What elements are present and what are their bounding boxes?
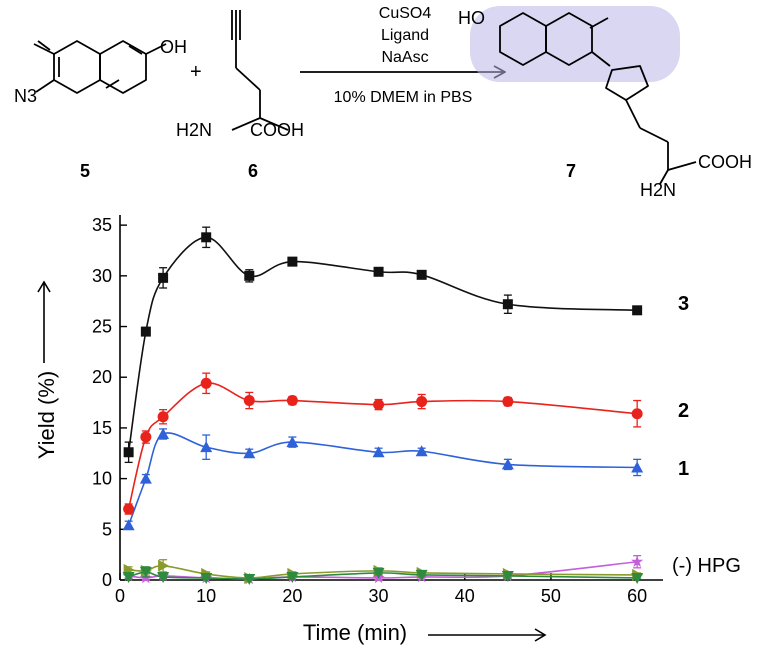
- data-point: [200, 377, 212, 389]
- plot-area: 0 5 10 15 20 25 30 35 0 10 20 30 40 50 60 3 2 1 (-) HPG: [92, 215, 741, 606]
- data-point: [286, 436, 299, 448]
- data-point: [502, 299, 513, 310]
- data-point: [501, 458, 514, 470]
- data-point: [415, 445, 428, 457]
- data-point: [501, 570, 514, 582]
- compound-5-structure: [33, 40, 167, 94]
- compound-7-number: 7: [566, 161, 576, 181]
- reaction-conditions: 10% DMEM in PBS: [334, 89, 473, 106]
- data-point: [373, 399, 385, 411]
- data-point: [286, 571, 299, 583]
- data-point: [200, 441, 213, 453]
- y-tick-label: 30: [92, 266, 112, 286]
- y-tick-label: 25: [92, 317, 112, 337]
- data-point: [122, 571, 135, 583]
- series-label: 3: [678, 293, 689, 315]
- data-point: [140, 326, 151, 337]
- reagent-ligand: Ligand: [381, 27, 429, 44]
- compound-6-structure: [231, 10, 289, 131]
- data-point: [123, 447, 134, 458]
- x-tick-label: 10: [196, 586, 216, 606]
- yield-chart: 0 5 10 15 20 25 30 35 0 10 20 30 40 50 60 3 2 1 (-) HPG Yi…: [34, 215, 741, 645]
- data-point: [632, 305, 643, 316]
- data-point: [157, 411, 169, 423]
- x-tick-label: 30: [369, 586, 389, 606]
- data-point: [631, 408, 643, 420]
- compound-6-h2n-label: H2N: [176, 120, 212, 140]
- data-point: [243, 395, 255, 407]
- data-point: [243, 447, 256, 459]
- y-axis-arrow: [37, 280, 51, 363]
- plus-sign: +: [190, 61, 202, 83]
- data-point: [201, 232, 212, 243]
- data-point: [631, 461, 644, 473]
- compound-6-cooh-label: COOH: [250, 120, 304, 140]
- compound-7-structure: [470, 6, 697, 185]
- reaction-scheme: OH N3 5 + H2N COOH 6 CuSO4 Ligand NaAsc …: [14, 5, 752, 200]
- compound-5-oh-label: OH: [160, 37, 187, 57]
- data-point: [122, 519, 135, 531]
- compound-7-ho-label: HO: [458, 8, 485, 28]
- y-tick-label: 15: [92, 418, 112, 438]
- compound-7-h2n-label: H2N: [640, 180, 676, 200]
- y-tick-label: 20: [92, 367, 112, 387]
- data-point: [157, 571, 170, 583]
- data-point: [287, 256, 298, 267]
- y-tick-label: 0: [102, 570, 112, 590]
- data-point: [631, 572, 644, 584]
- data-point: [140, 431, 152, 443]
- y-tick-label: 35: [92, 215, 112, 235]
- data-point: [631, 555, 644, 567]
- compound-5-n3-label: N3: [14, 86, 37, 106]
- x-tick-label: 0: [115, 586, 125, 606]
- data-point: [372, 567, 385, 579]
- x-tick-label: 40: [455, 586, 475, 606]
- data-point: [372, 446, 385, 458]
- series-line: [127, 236, 638, 453]
- data-point: [286, 395, 298, 407]
- series-label: 2: [678, 400, 689, 422]
- compound-5-number: 5: [80, 161, 90, 181]
- reaction-arrow: [300, 65, 506, 79]
- reagent-naasc: NaAsc: [381, 49, 428, 66]
- x-axis-title: Time (min): [303, 620, 407, 645]
- data-point: [200, 572, 213, 584]
- reagent-cuso4: CuSO4: [379, 5, 432, 22]
- y-axis-title: Yield (%): [34, 371, 59, 459]
- data-point: [373, 266, 384, 277]
- data-point: [139, 566, 152, 578]
- data-point: [502, 396, 514, 408]
- data-point: [415, 569, 428, 581]
- compound-6-number: 6: [248, 161, 258, 181]
- compound-7-cooh-label: COOH: [698, 152, 752, 172]
- data-point: [416, 269, 427, 280]
- data-point: [139, 472, 152, 484]
- x-tick-label: 20: [282, 586, 302, 606]
- y-tick-label: 10: [92, 469, 112, 489]
- data-point: [158, 559, 170, 572]
- data-point: [123, 503, 135, 515]
- data-point: [158, 272, 169, 283]
- data-point: [416, 396, 428, 408]
- series-label: 1: [678, 458, 689, 480]
- x-tick-label: 50: [541, 586, 561, 606]
- data-point: [244, 270, 255, 281]
- x-tick-label: 60: [627, 586, 647, 606]
- series-label-hpg: (-) HPG: [672, 555, 741, 577]
- y-tick-label: 5: [102, 519, 112, 539]
- data-point: [243, 573, 256, 585]
- data-point: [157, 428, 170, 439]
- x-axis-arrow: [428, 628, 547, 642]
